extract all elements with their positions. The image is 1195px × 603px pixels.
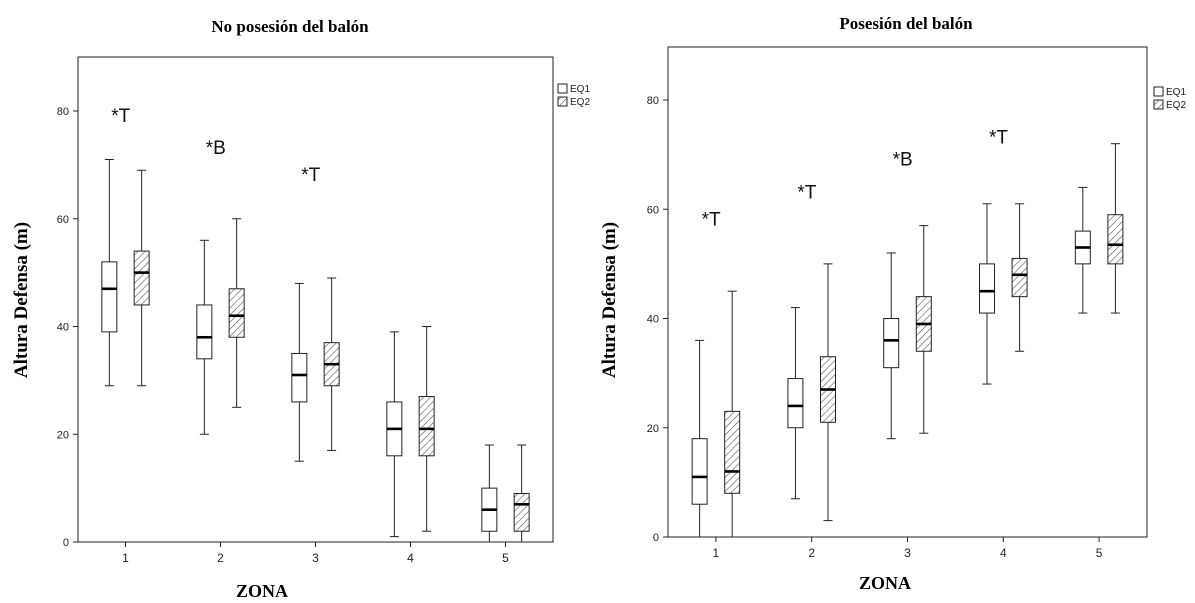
box-iqr — [513, 493, 530, 532]
boxplot-eq2-zona-3 — [915, 225, 932, 434]
chart-no-posesion: No posesión del balón ZONA Altura Defensa … — [11, 17, 590, 601]
x-axis-label: ZONA — [859, 573, 911, 593]
x-tick-label: 1 — [713, 546, 720, 560]
boxplot-eq1-zona-4 — [386, 331, 403, 538]
box-iqr — [418, 396, 435, 457]
significance-annotation: *B — [206, 138, 226, 159]
box-iqr — [196, 304, 213, 360]
boxplot-eq1-zona-3 — [883, 252, 900, 440]
boxplot-eq1-zona-1 — [691, 339, 708, 538]
y-tick-label: 0 — [63, 537, 69, 549]
legend-label: EQ1 — [570, 84, 590, 95]
box-iqr — [724, 410, 741, 494]
legend-swatch — [1153, 99, 1164, 110]
significance-annotation: *T — [989, 128, 1008, 149]
boxplot-eq1-zona-2 — [787, 307, 804, 500]
x-tick-label: 4 — [407, 551, 414, 565]
boxplot-eq1-zona-4 — [979, 203, 996, 385]
box-iqr — [228, 288, 245, 338]
box-iqr — [691, 438, 708, 505]
y-tick-label: 0 — [653, 532, 659, 544]
x-tick-label: 4 — [1000, 546, 1007, 560]
chart-posesion: Posesión del balón ZONA Altura Defensa (m)… — [599, 14, 1186, 593]
y-axis-label: Altura Defensa (m) — [599, 222, 620, 378]
boxplot-eq2-zona-2 — [228, 218, 245, 408]
x-tick-label: 3 — [904, 546, 911, 560]
boxplot-eq2-zona-1 — [724, 290, 741, 538]
box-iqr — [787, 378, 804, 429]
significance-annotation: *T — [702, 210, 721, 231]
boxplot-eq2-zona-5 — [1107, 143, 1124, 314]
box-iqr — [1107, 214, 1124, 265]
boxplot-eq2-zona-1 — [133, 169, 150, 387]
chart-title: Posesión del balón — [839, 14, 973, 33]
y-tick-label: 40 — [57, 322, 69, 334]
significance-annotation: *T — [111, 106, 130, 127]
y-tick-label: 60 — [57, 214, 69, 226]
box-iqr — [1011, 257, 1028, 298]
boxplot-eq2-zona-4 — [418, 326, 435, 532]
chart-title: No posesión del balón — [211, 17, 369, 36]
box-iqr — [979, 263, 996, 314]
legend-swatch — [557, 96, 568, 107]
y-tick-label: 80 — [647, 95, 659, 107]
box-iqr — [291, 352, 308, 403]
y-tick-label: 20 — [57, 429, 69, 441]
significance-annotation: *B — [893, 150, 913, 171]
boxplot-eq2-zona-3 — [323, 277, 340, 451]
boxplot-eq2-zona-4 — [1011, 203, 1028, 352]
x-tick-label: 3 — [312, 551, 319, 565]
legend-swatch — [1153, 86, 1164, 97]
y-axis-label: Altura Defensa (m) — [11, 222, 32, 378]
box-iqr — [133, 250, 150, 306]
boxplot-eq1-zona-2 — [196, 239, 213, 435]
legend-swatch — [557, 83, 568, 94]
boxplot-eq1-zona-1 — [101, 158, 118, 387]
y-tick-label: 60 — [647, 204, 659, 216]
boxplot-eq1-zona-3 — [291, 282, 308, 462]
x-tick-label: 2 — [217, 551, 224, 565]
y-tick-label: 20 — [647, 423, 659, 435]
significance-annotation: *T — [797, 182, 816, 203]
boxplot-eq2-zona-2 — [819, 263, 836, 522]
x-tick-label: 2 — [808, 546, 815, 560]
boxplot-eq2-zona-5 — [513, 444, 530, 543]
x-tick-label: 1 — [122, 551, 129, 565]
legend-label: EQ1 — [1166, 87, 1186, 98]
x-tick-label: 5 — [1096, 546, 1103, 560]
y-tick-label: 40 — [647, 314, 659, 326]
legend-label: EQ2 — [1166, 100, 1186, 111]
box-iqr — [883, 318, 900, 369]
x-axis-label: ZONA — [236, 581, 288, 601]
boxplot-eq1-zona-5 — [1074, 186, 1091, 314]
legend-label: EQ2 — [570, 97, 590, 108]
box-iqr — [101, 261, 118, 333]
y-tick-label: 80 — [57, 106, 69, 118]
boxplot-eq1-zona-5 — [481, 444, 498, 543]
significance-annotation: *T — [301, 165, 320, 186]
x-tick-label: 5 — [502, 551, 509, 565]
